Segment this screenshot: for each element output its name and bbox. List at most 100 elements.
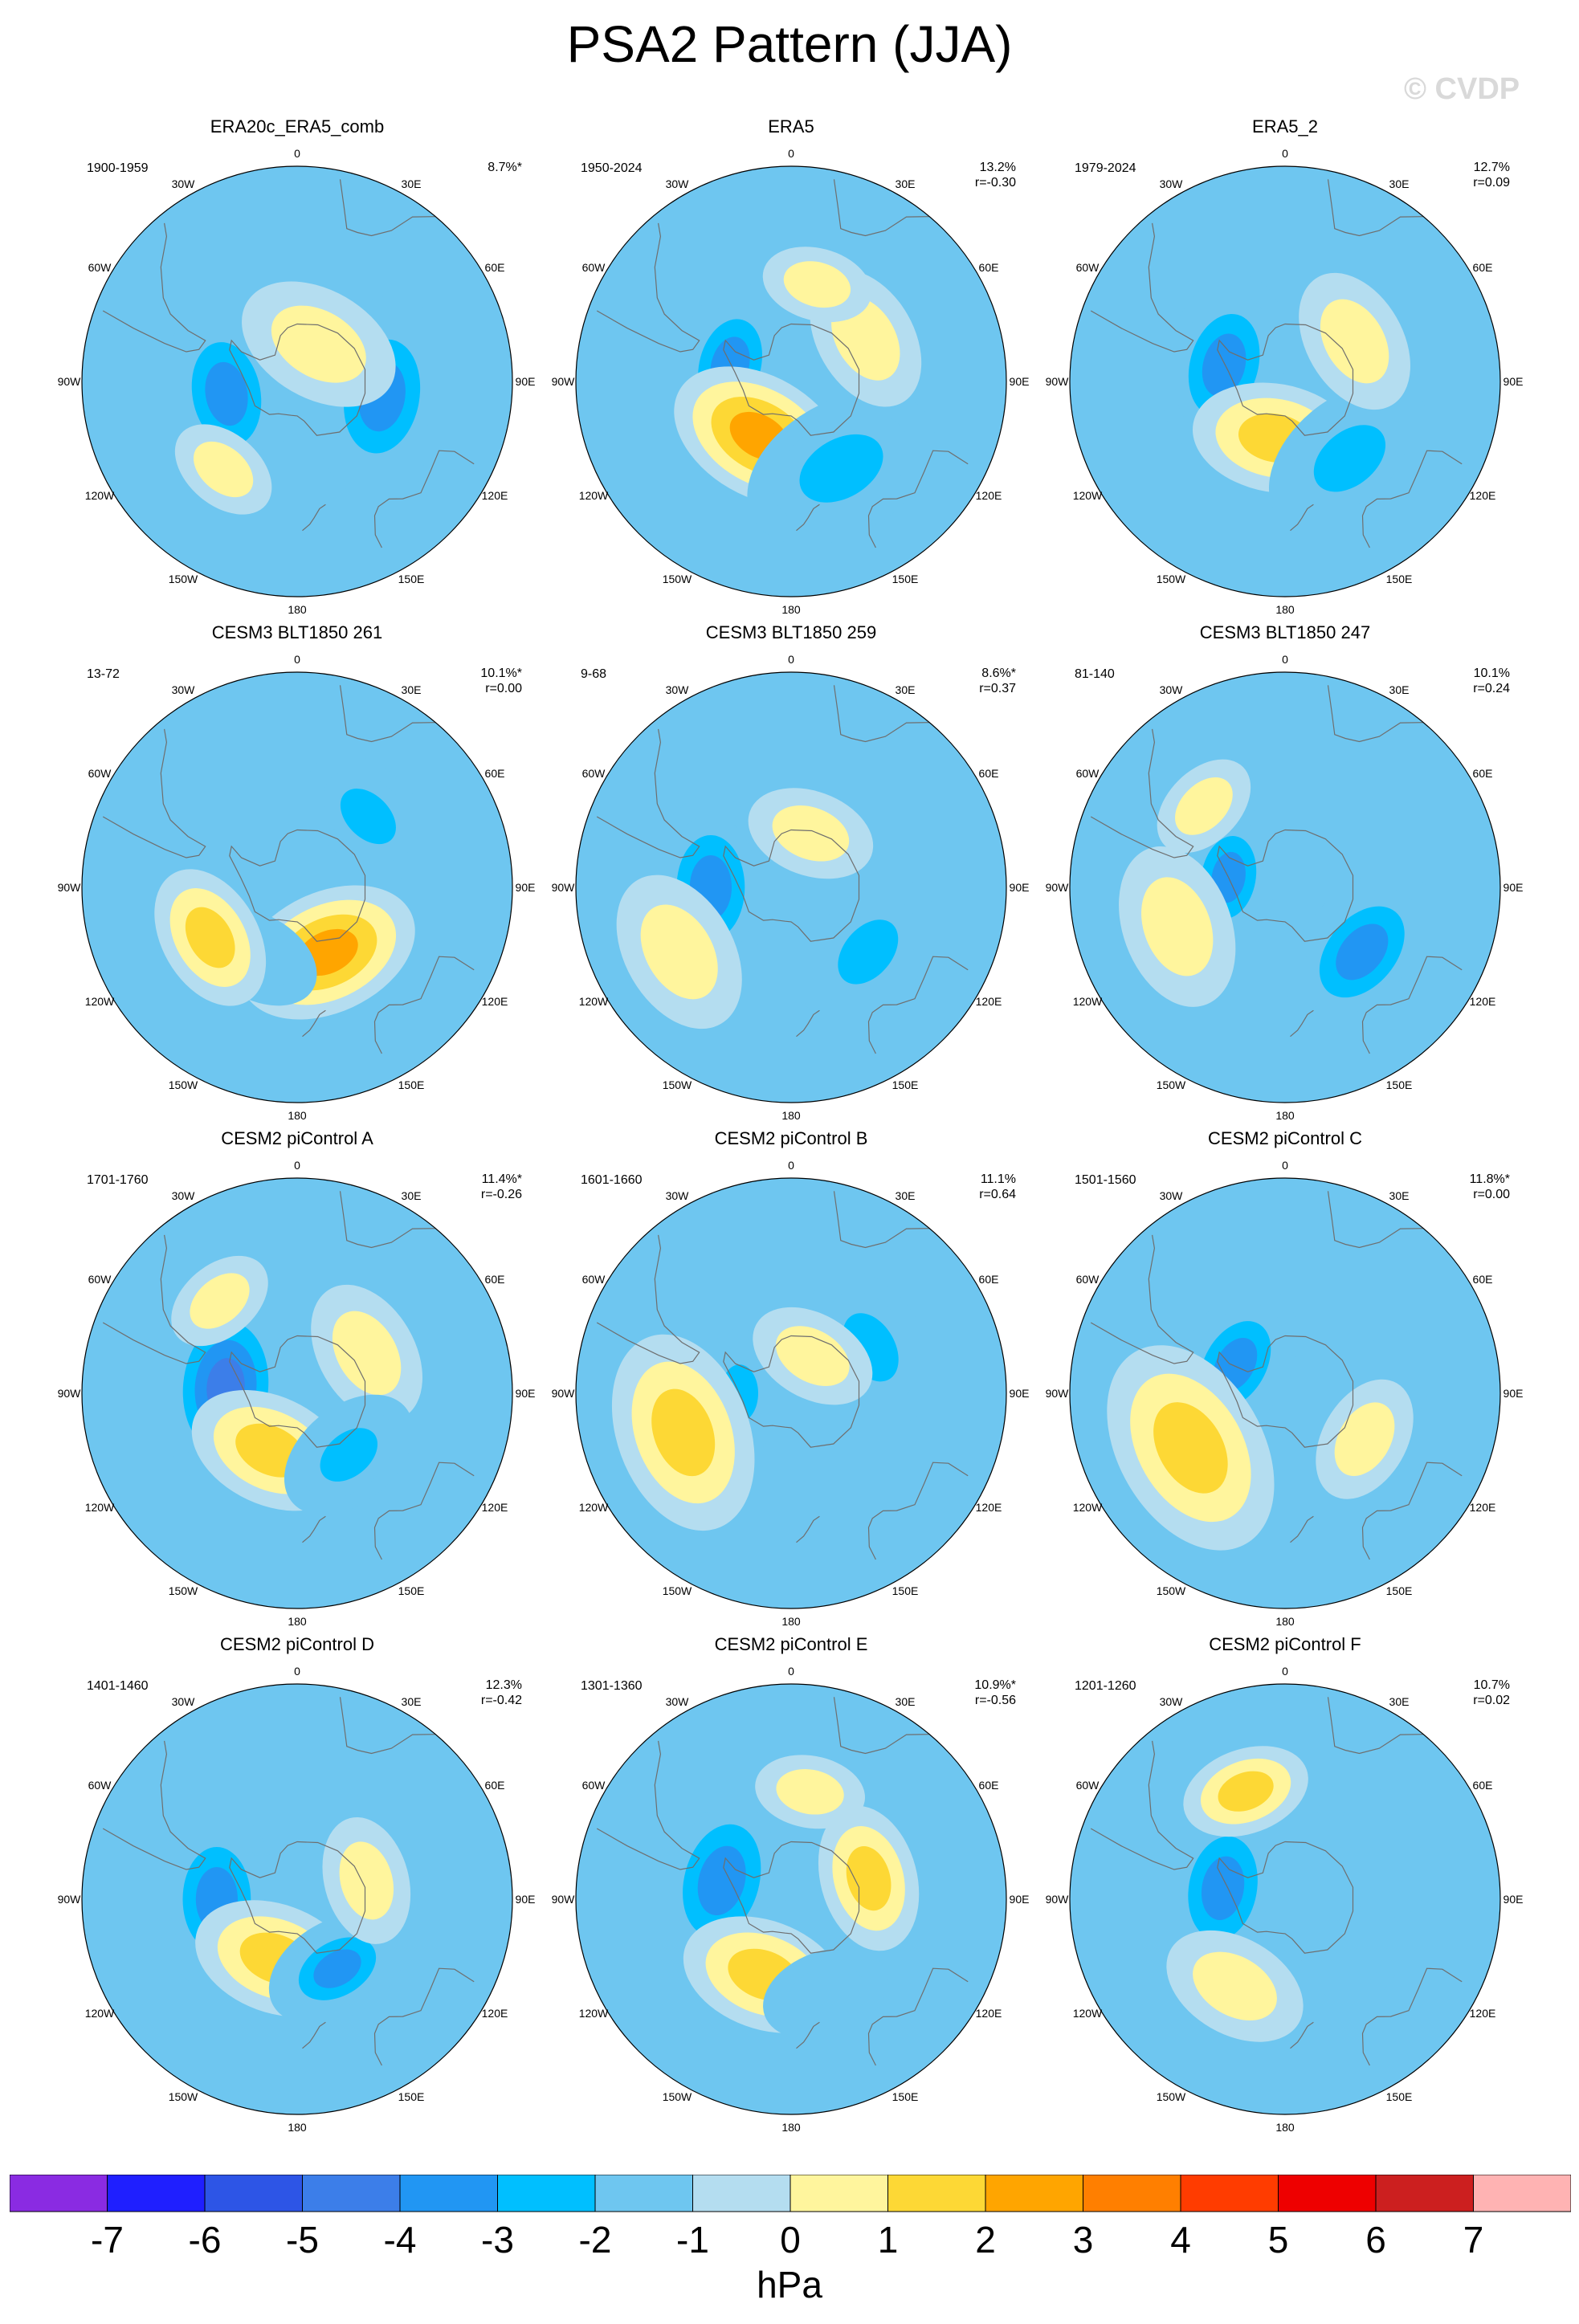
watermark: © CVDP — [1404, 72, 1520, 106]
lon-label: 180 — [1275, 2121, 1295, 2132]
lon-label: 90W — [1046, 1387, 1070, 1400]
lon-label: 30W — [1160, 177, 1184, 190]
panel-title: CESM3 BLT1850 247 — [1199, 622, 1371, 642]
coastline — [1327, 179, 1424, 237]
lon-label: 120W — [1073, 1501, 1103, 1514]
polar-map: 0 30E 60E 90E 120E 150E 180 150W 120W 90W 60W 30W — [58, 1665, 536, 2132]
variance-pct: 11.8%* — [1469, 1172, 1510, 1186]
coastline — [867, 1462, 969, 1560]
lon-label: 150W — [1157, 1584, 1186, 1597]
pattern-correlation: r=0.02 — [1473, 1694, 1510, 1707]
colorbar-tick-label: -3 — [481, 2219, 514, 2261]
lon-label: 0 — [294, 147, 300, 160]
coastline — [1090, 222, 1194, 353]
lon-label: 120W — [579, 1501, 609, 1514]
panel-title: CESM2 piControl C — [1208, 1128, 1362, 1148]
map-background — [82, 1684, 512, 2114]
map-border — [81, 1177, 513, 1609]
lon-label: 150W — [663, 573, 692, 585]
contour-pos — [1334, 1402, 1395, 1477]
lon-label: 0 — [1282, 147, 1288, 160]
polar-map: 0 30E 60E 90E 120E 150E 180 150W 120W 90W 60W 30W — [552, 1665, 1030, 2132]
lon-label: 90W — [552, 881, 576, 894]
lon-label: 120W — [579, 489, 609, 502]
panel-period: 1701-1760 — [87, 1173, 149, 1187]
lon-label: 150E — [892, 2090, 919, 2103]
coastline — [229, 1841, 366, 1954]
panel-title: CESM2 piControl D — [220, 1634, 374, 1654]
panel-variance: 12.3% r=-0.42 — [481, 1678, 522, 1708]
colorbar-swatch — [204, 2175, 303, 2212]
lon-label: 0 — [294, 653, 300, 666]
lon-label: 150W — [169, 1078, 198, 1091]
polar-map: 0 30E 60E 90E 120E 150E 180 150W 120W 90W 60W 30W — [58, 147, 536, 614]
lon-label: 30W — [172, 177, 196, 190]
panel-period: 1501-1560 — [1075, 1173, 1136, 1187]
lon-label: 0 — [788, 1665, 794, 1678]
lon-label: 30E — [896, 1189, 916, 1202]
coastline — [1327, 1697, 1424, 1755]
coastline — [596, 728, 700, 858]
pattern-correlation: r=0.37 — [979, 682, 1016, 695]
lon-label: 150E — [398, 2090, 425, 2103]
contour-pos — [1153, 1402, 1228, 1494]
colorbar-tick-label: 0 — [780, 2219, 801, 2261]
lon-label: 30E — [896, 177, 916, 190]
lon-label: 120W — [1073, 489, 1103, 502]
lon-label: 30E — [1389, 1695, 1410, 1708]
pattern-correlation: r=0.00 — [485, 682, 522, 695]
map-panel: 0 30E 60E 90E 120E 150E 180 150W 120W 90W 60W 30W CE… — [1036, 1128, 1534, 1626]
map-panel: 0 30E 60E 90E 120E 150E 180 150W 120W 90W 60W 30W ER… — [1036, 116, 1534, 614]
coastline — [1327, 1191, 1424, 1249]
lon-label: 180 — [1275, 1109, 1295, 1120]
lon-label: 120W — [579, 2007, 609, 2020]
coastline — [596, 1740, 700, 1870]
lon-label: 90E — [516, 1893, 536, 1906]
lon-label: 90E — [1010, 1893, 1030, 1906]
coastline — [339, 1191, 436, 1249]
panel-variance: 8.6%* r=0.37 — [979, 666, 1016, 696]
map-background — [1070, 166, 1500, 597]
colorbar-swatch — [1278, 2175, 1377, 2212]
lon-label: 30E — [402, 1695, 422, 1708]
lon-label: 30W — [1160, 1189, 1184, 1202]
coastline — [229, 323, 366, 436]
coastline — [1361, 1462, 1463, 1560]
map-border — [81, 165, 513, 597]
coastline — [1290, 2021, 1314, 2049]
coastline — [1290, 1009, 1314, 1038]
lon-label: 150E — [1386, 2090, 1413, 2103]
coastline — [102, 1234, 206, 1364]
panel-variance: 11.4%* r=-0.26 — [481, 1172, 522, 1202]
lon-label: 60E — [1473, 1779, 1493, 1792]
lon-label: 180 — [288, 603, 307, 614]
contour-neg — [205, 361, 248, 426]
contour-neg — [340, 789, 396, 845]
lon-label: 60E — [485, 1779, 505, 1792]
contour-neg — [1337, 1807, 1406, 1891]
lon-label: 120E — [482, 2007, 508, 2020]
lon-label: 180 — [781, 2121, 801, 2132]
polar-map: 0 30E 60E 90E 120E 150E 180 150W 120W 90W 60W 30W — [1046, 1159, 1524, 1626]
coastline — [339, 1697, 436, 1755]
lon-label: 150E — [398, 573, 425, 585]
variance-pct: 10.1%* — [480, 667, 522, 680]
lon-label: 60W — [582, 261, 606, 274]
coastline — [1290, 1515, 1314, 1543]
lon-label: 60E — [979, 1779, 999, 1792]
lon-label: 30W — [666, 683, 690, 696]
panel-period: 81-140 — [1075, 667, 1115, 681]
lon-label: 60E — [979, 261, 999, 274]
colorbar-swatch — [1473, 2175, 1571, 2212]
coastline — [867, 1967, 969, 2066]
panel-period: 1950-2024 — [581, 161, 643, 175]
colorbar-swatch — [692, 2175, 791, 2212]
coastline — [302, 1009, 326, 1038]
lon-label: 180 — [781, 1615, 801, 1626]
lon-label: 30E — [402, 177, 422, 190]
map-panel: 0 30E 60E 90E 120E 150E 180 150W 120W 90W 60W 30W CE… — [48, 1128, 546, 1626]
colorbar-swatch — [985, 2175, 1083, 2212]
lon-label: 30W — [1160, 1695, 1184, 1708]
lon-label: 120E — [1470, 995, 1496, 1008]
lon-label: 120W — [1073, 995, 1103, 1008]
